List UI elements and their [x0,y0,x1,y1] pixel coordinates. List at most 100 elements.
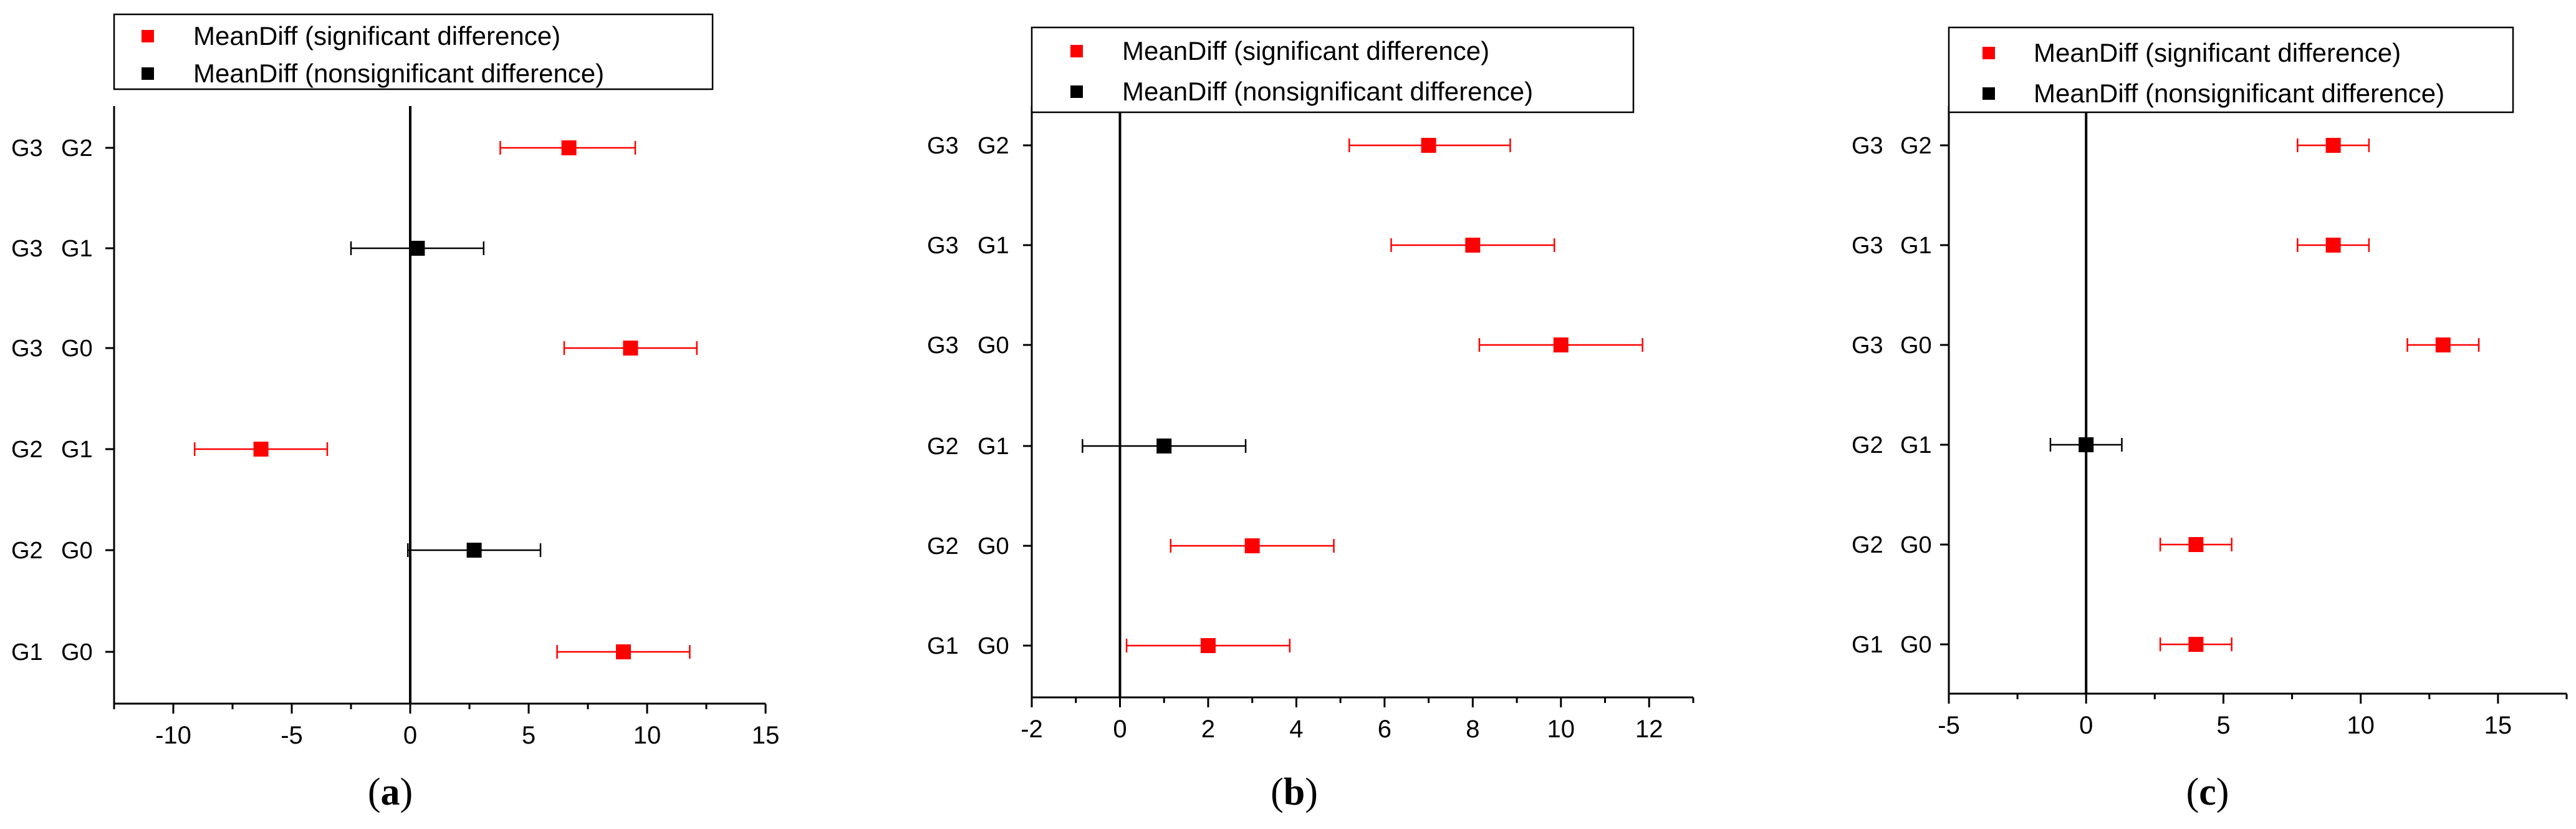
mean-diff-point [410,241,425,256]
chart-panel-c: -5 0 5 10 15 G3 G2 G3 G1 G3 G0 G2 G1 G2 G0 G1 G0 MeanDiff… [1852,26,2568,813]
caption-letter: b [1284,771,1305,813]
legend-marker [1070,85,1083,98]
mean-diff-point [466,543,482,558]
y-category-label-group-a: G1 [11,639,43,666]
x-tick-label: 0 [1113,715,1127,743]
y-category-label-group-a: G3 [1852,133,1883,159]
legend-label: MeanDiff (significant difference) [1122,36,1489,65]
legend-label: MeanDiff (nonsignificant difference) [193,59,604,88]
caption-letter: c [2199,771,2216,813]
caption-open-paren: ( [2186,771,2199,813]
y-category-label-group-b: G0 [61,336,93,362]
legend-label: MeanDiff (nonsignificant difference) [2034,79,2444,108]
legend-box [1031,26,1635,114]
y-category-label-group-b: G1 [1900,233,1932,259]
y-category-label-group-b: G0 [1900,332,1932,359]
y-category-label-group-a: G3 [927,133,959,159]
x-tick-label: 0 [403,722,417,749]
x-tick-label: 10 [1547,715,1575,743]
y-category-label-group-b: G0 [1900,632,1932,658]
y-category-label-group-a: G3 [1852,332,1883,359]
panel-caption: (b) [1271,771,1318,813]
x-tick-label: 8 [1466,715,1479,743]
caption-close-paren: ) [1305,771,1318,813]
mean-diff-point [1200,638,1216,653]
x-tick-label: 0 [2079,712,2093,739]
mean-diff-point [2188,537,2204,552]
x-tick-label: 12 [1635,715,1663,743]
y-category-label-group-b: G0 [978,332,1009,359]
mean-diff-point [616,644,631,659]
y-category-label-group-b: G1 [61,236,93,262]
legend-box [113,13,714,90]
y-category-label-group-a: G3 [11,336,43,362]
mean-diff-point [2325,138,2341,153]
mean-diff-point [1421,138,1436,153]
y-category-label-group-b: G2 [978,133,1009,159]
legend-box [1948,26,2514,114]
mean-diff-point [2435,337,2451,352]
y-category-label-group-b: G0 [61,538,93,564]
y-category-label-group-a: G2 [1852,432,1883,458]
y-category-label-group-a: G2 [927,434,959,460]
mean-diff-point [2188,637,2204,652]
x-tick-label: 5 [522,722,536,749]
mean-diff-point [1553,337,1569,352]
y-category-label-group-a: G3 [11,135,43,162]
legend-marker [142,67,154,80]
mean-diff-point [561,140,577,155]
y-category-label-group-b: G0 [1900,532,1932,558]
y-category-label-group-b: G2 [61,135,93,162]
y-category-label-group-b: G0 [978,533,1009,560]
x-tick-label: -5 [1938,712,1960,739]
chart-panel-b: -2 0 2 4 6 8 10 12 G3 G2 G3 G1 G3 G0 G2 G1 G2 G0 G1 G0 MeanD… [927,26,1694,813]
panel-caption: (a) [368,771,413,813]
legend-label: MeanDiff (significant difference) [2034,38,2401,67]
legend-marker [142,30,154,42]
panel-caption: (c) [2186,771,2229,813]
y-category-label-group-b: G1 [978,434,1009,460]
y-category-label-group-b: G0 [978,633,1009,659]
y-category-label-group-b: G0 [61,639,93,666]
y-category-label-group-a: G1 [927,633,959,659]
legend-label: MeanDiff (significant difference) [193,21,560,51]
y-category-label-group-a: G3 [927,332,959,359]
mean-diff-point [2079,437,2094,452]
y-category-label-group-b: G2 [1900,133,1932,159]
x-tick-label: 2 [1201,715,1215,743]
y-category-label-group-b: G1 [61,437,93,463]
y-category-label-group-a: G1 [1852,632,1883,658]
mean-diff-point [2325,238,2341,253]
legend-marker [1982,87,1995,100]
caption-open-paren: ( [368,771,381,813]
y-category-label-group-a: G3 [11,236,43,262]
caption-close-paren: ) [2216,771,2229,813]
x-tick-label: 5 [2216,712,2230,739]
mean-diff-point [1156,439,1172,453]
legend-marker [1982,47,1995,59]
x-tick-label: 10 [2347,712,2375,739]
y-category-label-group-a: G2 [11,538,43,564]
y-category-label-group-a: G2 [1852,532,1883,558]
x-tick-label: 6 [1378,715,1391,743]
legend-marker [1070,45,1083,57]
mean-diff-point [1244,538,1260,553]
x-tick-label: -10 [155,722,191,749]
chart-panel-a: -10 -5 0 5 10 15 G3 G2 G3 G1 G3 G0 G2 G1 G2 G0 G1 G0 MeanD… [11,13,780,813]
x-tick-label: -5 [281,722,303,749]
caption-letter: a [381,771,400,813]
legend-label: MeanDiff (nonsignificant difference) [1122,77,1533,106]
caption-close-paren: ) [400,771,413,813]
x-tick-label: 10 [633,722,661,749]
mean-diff-point [253,442,269,457]
y-category-label-group-a: G2 [11,437,43,463]
y-category-label-group-a: G2 [927,533,959,560]
y-category-label-group-b: G1 [978,233,1009,259]
y-category-label-group-a: G3 [1852,233,1883,259]
y-category-label-group-a: G3 [927,233,959,259]
y-category-label-group-b: G1 [1900,432,1932,458]
mean-diff-point [623,341,638,356]
caption-open-paren: ( [1271,771,1284,813]
x-tick-label: 15 [752,722,780,749]
